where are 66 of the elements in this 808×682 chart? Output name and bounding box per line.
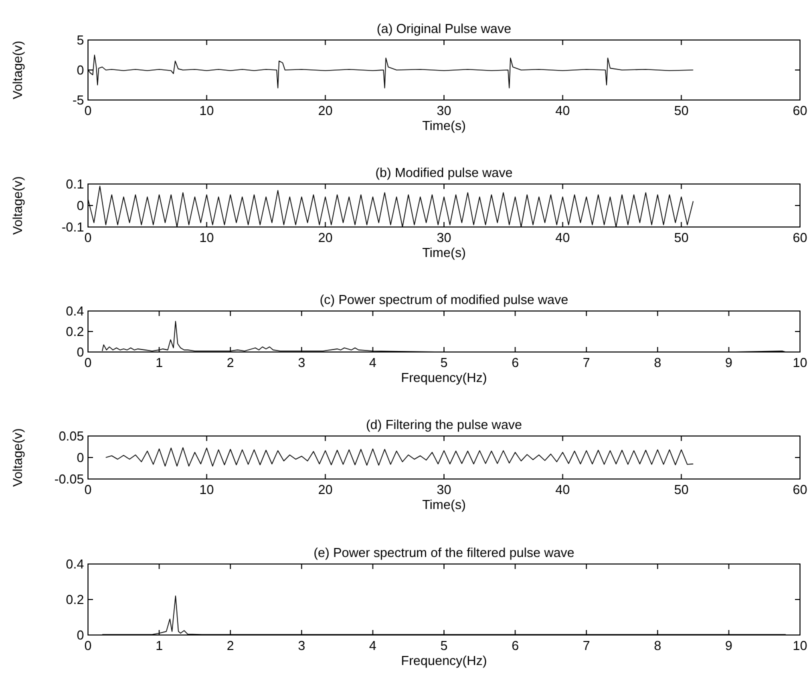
- y-tick-label: -0.1: [62, 220, 84, 234]
- x-tick-label: 20: [318, 103, 333, 118]
- x-tick-label: 3: [298, 638, 306, 653]
- x-tick-label: 60: [792, 103, 808, 118]
- y-tick-label: -5: [72, 92, 84, 108]
- x-tick-label: 7: [582, 355, 590, 370]
- x-tick-label: 2: [226, 355, 234, 370]
- x-tick-label: 10: [199, 103, 214, 118]
- x-axis-title: Frequency(Hz): [401, 370, 487, 385]
- y-tick-label: 0.1: [66, 176, 84, 192]
- x-axis-title: Frequency(Hz): [401, 653, 487, 668]
- x-tick-label: 10: [792, 638, 808, 653]
- x-tick-label: 6: [512, 355, 519, 370]
- y-axis-title: Voltage(v): [10, 176, 25, 235]
- x-tick-label: 1: [156, 355, 163, 370]
- x-tick-label: 50: [674, 482, 689, 497]
- x-tick-label: 4: [369, 638, 376, 653]
- x-tick-label: 60: [792, 230, 808, 245]
- x-tick-label: 50: [674, 103, 689, 118]
- x-tick-label: 2: [226, 638, 234, 653]
- x-tick-label: 10: [199, 230, 214, 245]
- y-tick-label: 0.05: [58, 428, 84, 444]
- y-axis-title: Voltage(v): [10, 428, 25, 487]
- y-tick-label: 0.2: [66, 592, 84, 607]
- x-tick-label: 3: [298, 355, 306, 370]
- x-tick-label: 40: [555, 103, 570, 118]
- x-tick-label: 30: [436, 103, 452, 118]
- x-tick-label: 1: [156, 638, 163, 653]
- x-tick-label: 10: [792, 355, 808, 370]
- x-tick-label: 9: [725, 638, 732, 653]
- x-tick-label: 20: [318, 482, 333, 497]
- y-tick-label: 0.2: [66, 324, 84, 339]
- x-tick-label: 7: [582, 638, 590, 653]
- x-tick-label: 10: [199, 482, 214, 497]
- x-tick-label: 40: [555, 482, 570, 497]
- x-tick-label: 40: [555, 230, 570, 245]
- y-axis-title: Voltage(v): [10, 40, 25, 100]
- y-tick-label: 0: [76, 628, 84, 642]
- x-tick-label: 30: [436, 230, 452, 245]
- y-tick-label: 5: [76, 32, 84, 48]
- y-tick-label: -0.05: [54, 472, 84, 486]
- x-tick-label: 8: [654, 638, 662, 653]
- x-tick-label: 60: [792, 482, 808, 497]
- x-tick-label: 4: [369, 355, 376, 370]
- x-tick-label: 6: [512, 638, 519, 653]
- x-tick-label: 5: [440, 638, 448, 653]
- chart-title: (b) Modified pulse wave: [375, 165, 513, 180]
- y-tick-label: 0: [76, 62, 84, 78]
- y-tick-label: 0: [76, 198, 84, 213]
- chart-title: (e) Power spectrum of the filtered pulse wave: [314, 545, 574, 560]
- y-tick-label: 0.4: [66, 556, 84, 572]
- x-tick-label: 50: [674, 230, 689, 245]
- y-tick-label: 0: [76, 344, 84, 360]
- x-axis-title: Time(s): [422, 245, 466, 260]
- y-tick-label: 0.4: [66, 304, 84, 318]
- x-axis-title: Time(s): [422, 497, 466, 512]
- y-tick-label: 0: [76, 450, 84, 465]
- chart-title: (c) Power spectrum of modified pulse wave: [320, 292, 568, 307]
- x-tick-label: 5: [440, 355, 448, 370]
- x-tick-label: 8: [654, 355, 662, 370]
- x-tick-label: 20: [318, 230, 333, 245]
- x-tick-label: 9: [725, 355, 732, 370]
- x-tick-label: 30: [436, 482, 452, 497]
- x-axis-title: Time(s): [422, 118, 466, 133]
- chart-title: (a) Original Pulse wave: [376, 21, 512, 36]
- chart-title: (d) Filtering the pulse wave: [366, 417, 522, 432]
